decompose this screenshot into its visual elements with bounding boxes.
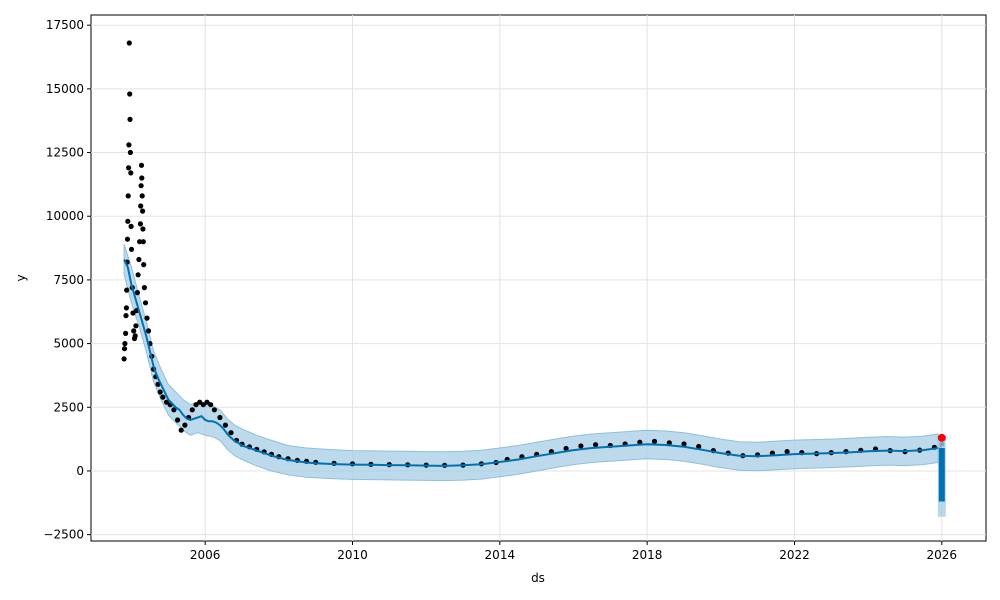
observed-point — [121, 356, 127, 362]
observed-point — [123, 330, 129, 336]
plot-area — [90, 14, 987, 542]
observed-point — [124, 236, 131, 242]
observed-point — [178, 427, 184, 433]
observed-point — [140, 239, 146, 245]
observed-point — [128, 170, 134, 176]
observed-point — [139, 193, 145, 199]
observed-point — [163, 399, 170, 405]
x-tick-label: 2006 — [190, 548, 221, 562]
observed-point — [122, 341, 128, 347]
observed-point — [204, 399, 210, 405]
observed-point — [138, 203, 144, 209]
x-axis-title: ds — [531, 571, 545, 585]
observed-point — [157, 389, 163, 395]
observed-point — [141, 285, 147, 291]
forecast-line — [123, 259, 943, 467]
observed-point — [563, 445, 569, 452]
observed-point — [141, 262, 147, 268]
observed-point — [124, 287, 130, 293]
observed-point — [126, 142, 132, 148]
observed-point — [681, 441, 687, 447]
observed-point — [142, 300, 149, 306]
observed-point — [578, 443, 584, 449]
observed-point — [217, 414, 223, 421]
x-tick-label: 2010 — [337, 548, 368, 562]
observed-point — [131, 328, 137, 334]
observed-point — [175, 417, 181, 423]
observed-point — [222, 422, 228, 428]
y-tick-label: 5000 — [53, 337, 84, 351]
observed-point — [128, 223, 134, 229]
observed-point — [135, 272, 141, 278]
x-axis-ticks: 2006 2010 2014 2018 2022 2026 — [190, 541, 957, 562]
observed-point — [134, 290, 140, 296]
observed-point — [130, 310, 136, 316]
x-tick-label: 2026 — [927, 548, 958, 562]
observed-point — [140, 208, 146, 214]
observed-point — [145, 328, 152, 334]
observed-point — [139, 175, 145, 181]
latest-observation-point — [937, 433, 946, 442]
observed-point — [133, 323, 139, 329]
highlight-marker — [937, 433, 946, 442]
observed-point — [123, 305, 129, 311]
observed-point — [136, 256, 142, 263]
observed-point — [211, 407, 217, 413]
observed-point — [651, 438, 658, 444]
y-tick-label: 17500 — [46, 18, 84, 32]
observed-point — [182, 422, 188, 428]
observed-point — [138, 183, 144, 189]
future-forecast-bar — [938, 448, 945, 502]
y-axis-title: y — [14, 274, 28, 281]
observed-point — [137, 239, 143, 245]
observed-point — [200, 402, 206, 408]
observed-point — [127, 116, 133, 122]
y-tick-label: 0 — [76, 464, 84, 478]
observed-point — [132, 333, 138, 339]
y-tick-label: 12500 — [46, 146, 84, 160]
y-tick-label: 7500 — [53, 273, 84, 287]
observed-point — [696, 443, 702, 450]
observed-point — [128, 246, 135, 252]
observed-point — [189, 407, 195, 413]
y-axis-ticks: −2500 0 2500 5000 7500 10000 12500 15000 17500 — [43, 18, 91, 542]
y-tick-label: 15000 — [46, 82, 84, 96]
observed-point — [140, 226, 146, 232]
x-tick-label: 2022 — [779, 548, 810, 562]
y-tick-label: 2500 — [53, 400, 84, 414]
future-forecast — [937, 435, 946, 517]
observed-point — [126, 165, 132, 171]
observed-point — [121, 346, 128, 352]
observed-point — [127, 91, 133, 97]
observed-point — [637, 439, 643, 445]
y-tick-label: 10000 — [46, 209, 84, 223]
observed-point — [784, 449, 790, 455]
x-tick-label: 2014 — [485, 548, 516, 562]
forecast-series-line — [123, 259, 943, 467]
observed-point — [138, 162, 145, 168]
observed-point — [160, 394, 166, 400]
observed-point — [137, 221, 143, 227]
observed-point — [666, 440, 672, 446]
observed-point — [144, 315, 150, 321]
observed-point — [123, 313, 129, 319]
observed-point — [228, 430, 234, 436]
x-tick-label: 2018 — [632, 548, 663, 562]
observed-point — [125, 193, 131, 199]
observed-point — [593, 442, 599, 448]
observed-point — [193, 402, 199, 408]
observed-point — [171, 407, 177, 413]
observed-point — [208, 402, 214, 408]
y-tick-label: −2500 — [43, 528, 84, 542]
observed-point — [127, 149, 133, 156]
observed-point — [125, 218, 131, 224]
observed-point — [126, 40, 132, 46]
